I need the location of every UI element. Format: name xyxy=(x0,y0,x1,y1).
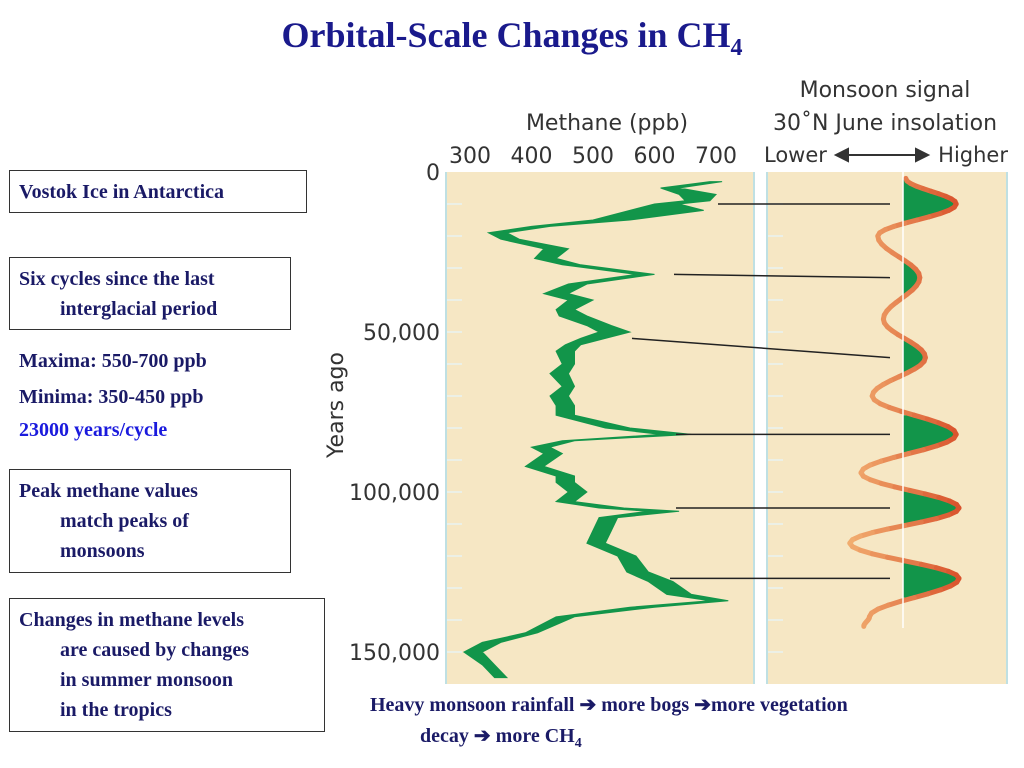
y-tick-label: 100,000 xyxy=(349,481,440,506)
methane-panel xyxy=(446,172,754,684)
monsoon-wave-segment xyxy=(907,487,928,497)
box-changes: Changes in methane levels are caused by … xyxy=(9,598,325,732)
arrow-icon: ➔ xyxy=(579,694,597,716)
cycle-text: 23000 years/cycle xyxy=(19,419,168,441)
arrow-icon: ➔ xyxy=(694,694,711,716)
maxima-text: Maxima: 550-700 ppb xyxy=(19,350,207,372)
connector-line xyxy=(673,273,891,279)
monsoon-wave-segment xyxy=(891,451,912,460)
connector-line xyxy=(631,337,891,359)
monsoon-wave-segment xyxy=(869,551,890,560)
y-axis-title: Years ago xyxy=(324,352,349,459)
tick-labels: 0 50,000 100,000 150,000 300 400 500 600 700 xyxy=(349,144,737,666)
arrow-icon: ➔ xyxy=(473,725,491,747)
monsoon-wave-segment xyxy=(869,526,890,536)
methane-band xyxy=(462,181,729,679)
x-tick-label: 700 xyxy=(695,144,737,169)
box-vostok-text: Vostok Ice in Antarctica xyxy=(19,181,224,203)
monsoon-higher-label: Higher xyxy=(938,143,1008,167)
y-tick-label: 0 xyxy=(426,161,440,186)
monsoon-title-1: Monsoon signal xyxy=(800,78,971,103)
monsoon-wave-segment xyxy=(901,519,924,529)
monsoon-wave-segment xyxy=(901,558,924,567)
double-arrow-icon xyxy=(833,147,931,163)
monsoon-title-2: 30˚N June insolation xyxy=(773,111,997,136)
monsoon-wave-segment xyxy=(918,561,939,571)
gridlines xyxy=(445,172,1008,684)
monsoon-lower-label: Lower xyxy=(764,143,827,167)
caption: Heavy monsoon rainfall ➔ more bogs ➔more… xyxy=(370,694,848,751)
x-tick-label: 400 xyxy=(511,144,553,169)
monsoon-wave-segment xyxy=(918,516,939,525)
box-six-cycles: Six cycles since the last interglacial p… xyxy=(9,257,291,330)
y-tick-label: 150,000 xyxy=(349,641,440,666)
x-tick-label: 300 xyxy=(449,144,491,169)
monsoon-panel xyxy=(767,172,1007,684)
x-tick-label: 600 xyxy=(634,144,676,169)
monsoon-peak-fill xyxy=(903,560,959,598)
methane-axis-title: Methane (ppb) xyxy=(526,111,688,136)
box-vostok: Vostok Ice in Antarctica xyxy=(9,170,307,213)
box-peak-methane: Peak methane values match peaks of monso… xyxy=(9,469,291,573)
monsoon-wave-segment xyxy=(885,523,907,532)
y-tick-label: 50,000 xyxy=(363,321,440,346)
slide-title: Orbital-Scale Changes in CH4 xyxy=(281,15,743,62)
monsoon-wave xyxy=(847,175,962,629)
monsoon-peak-fill xyxy=(903,490,959,526)
x-tick-label: 500 xyxy=(572,144,614,169)
monsoon-wave-segment xyxy=(885,554,907,564)
minima-text: Minima: 350-450 ppb xyxy=(19,386,204,408)
connectors xyxy=(631,203,891,580)
monsoon-wave-segment xyxy=(906,447,926,457)
